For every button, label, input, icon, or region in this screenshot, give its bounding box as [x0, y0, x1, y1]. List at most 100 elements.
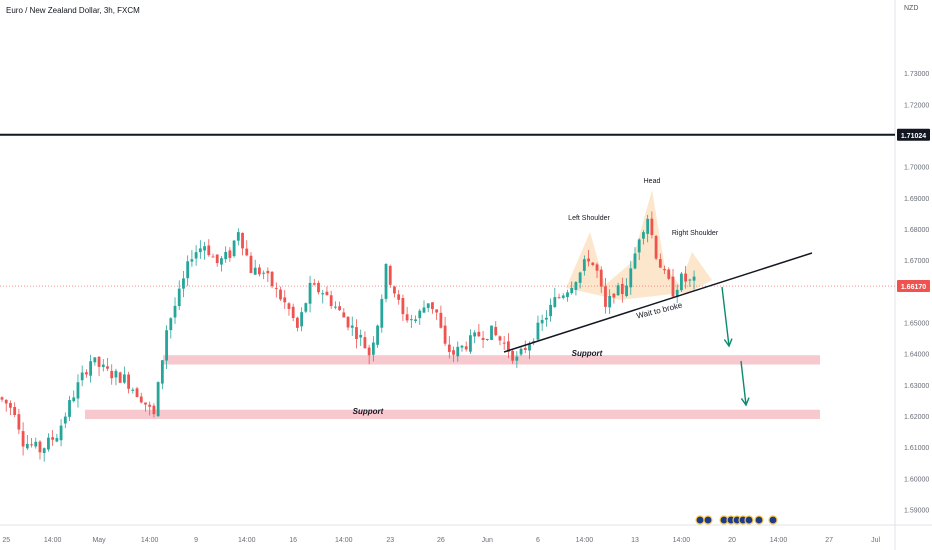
- candle: [620, 277, 624, 303]
- candle: [422, 300, 426, 314]
- candle-body: [540, 319, 544, 324]
- candle-body: [338, 306, 341, 311]
- candle: [198, 240, 202, 259]
- candle-body: [435, 309, 439, 313]
- candle-body: [637, 239, 641, 253]
- event-marker-icon: [695, 515, 705, 525]
- candle-body: [42, 448, 46, 454]
- candle-body: [80, 372, 84, 381]
- time-axis: 25 14:00 May 14:00 9 14:00 16 14:00 23 26 Jun 6 14:0…: [2, 537, 880, 544]
- candle-body: [182, 278, 185, 289]
- candle: [220, 256, 223, 272]
- price-tick-label: 1.68000: [904, 227, 929, 234]
- candle-body: [409, 319, 413, 321]
- candle: [236, 228, 240, 246]
- candle-body: [380, 299, 384, 328]
- candle-body: [215, 254, 219, 264]
- neckline-trendline: [503, 252, 813, 353]
- candle: [106, 357, 109, 372]
- candle-body: [388, 265, 392, 285]
- candle-body: [473, 332, 477, 337]
- candle-body: [97, 356, 101, 367]
- candle-body: [663, 268, 666, 271]
- candle: [42, 447, 46, 462]
- candle-body: [469, 335, 472, 352]
- candle: [110, 364, 114, 385]
- candle-body: [384, 263, 388, 299]
- event-marker-icon: [754, 515, 764, 525]
- candle: [625, 278, 628, 298]
- candle: [258, 264, 261, 277]
- candle-body: [566, 292, 569, 298]
- time-tick-label: Jun: [482, 537, 493, 544]
- candle: [17, 408, 21, 435]
- candle: [160, 359, 164, 390]
- candle: [654, 234, 658, 261]
- candle-body: [258, 267, 261, 275]
- candle: [122, 366, 126, 384]
- price-tick-label: 1.73000: [904, 71, 929, 78]
- candle-body: [169, 318, 173, 331]
- candle-body: [401, 298, 405, 315]
- candle-body: [355, 327, 358, 340]
- candle: [426, 303, 430, 313]
- price-tick-label: 1.59000: [904, 507, 929, 514]
- candle: [574, 281, 578, 296]
- candle-body: [595, 264, 599, 271]
- candle-body: [321, 293, 325, 295]
- candle: [296, 316, 299, 332]
- candle: [211, 253, 215, 258]
- candle: [646, 214, 650, 243]
- candle: [485, 338, 489, 341]
- candle: [540, 314, 544, 332]
- candle-body: [114, 370, 118, 378]
- event-marker-icon: [703, 515, 713, 525]
- candle: [38, 440, 42, 460]
- candle-body: [198, 248, 202, 253]
- candle: [59, 419, 63, 447]
- candle: [393, 285, 396, 298]
- candle: [72, 390, 76, 403]
- candle: [333, 301, 337, 310]
- candle: [4, 399, 8, 412]
- candle: [401, 294, 405, 322]
- candle: [359, 329, 363, 346]
- candle: [650, 211, 654, 239]
- candle: [616, 282, 620, 296]
- time-tick-label: 14:00: [44, 537, 62, 544]
- candle: [692, 270, 696, 290]
- candle: [144, 402, 147, 412]
- support-label-1: Support: [572, 349, 603, 358]
- candle: [561, 293, 565, 300]
- candle-body: [397, 294, 401, 300]
- candle: [570, 281, 574, 295]
- candle-body: [481, 337, 485, 340]
- trendline-label: Wait to broke: [636, 300, 684, 320]
- candle-body: [300, 312, 304, 327]
- candle: [338, 301, 341, 311]
- chart-title: Euro / New Zealand Dollar, 3h, FXCM: [6, 6, 140, 15]
- candle: [68, 395, 71, 421]
- candle: [490, 325, 493, 341]
- candle-body: [680, 273, 683, 291]
- candle: [21, 422, 25, 456]
- candle: [266, 267, 270, 283]
- candle-body: [249, 255, 253, 273]
- candle-body: [544, 317, 548, 320]
- candle: [245, 240, 249, 257]
- candle: [595, 262, 599, 279]
- candle: [279, 286, 282, 301]
- candle-body: [612, 293, 616, 298]
- candle: [232, 239, 236, 258]
- candle-body: [0, 397, 4, 400]
- candle: [680, 272, 683, 292]
- candle-body: [502, 342, 506, 344]
- candle-body: [224, 251, 228, 260]
- candle-body: [38, 441, 42, 453]
- price-tick-label: 1.71024: [901, 133, 926, 140]
- price-tick-label: 1.60000: [904, 476, 929, 483]
- candle-body: [439, 312, 443, 328]
- candle: [190, 250, 194, 267]
- candle-body: [570, 287, 574, 294]
- candle-body: [393, 286, 396, 294]
